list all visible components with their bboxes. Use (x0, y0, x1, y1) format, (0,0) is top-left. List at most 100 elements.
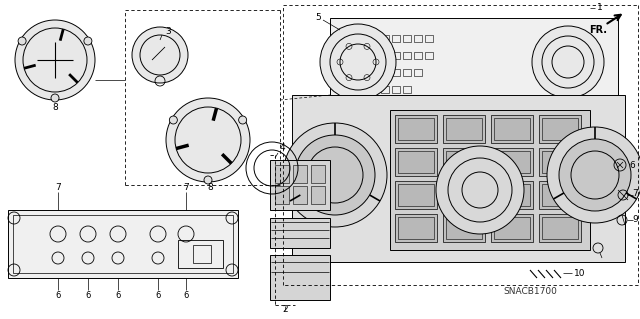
Circle shape (18, 37, 26, 45)
Bar (542, 118, 578, 140)
Bar (403, 69, 411, 76)
Polygon shape (270, 218, 330, 248)
Circle shape (239, 116, 246, 124)
Bar (275, 186, 289, 204)
Bar (446, 184, 482, 206)
Circle shape (170, 116, 177, 124)
Text: 4: 4 (279, 144, 285, 152)
Polygon shape (292, 95, 625, 262)
Bar (370, 52, 378, 59)
Text: 6: 6 (85, 292, 91, 300)
Circle shape (132, 27, 188, 83)
Bar (381, 35, 389, 42)
Polygon shape (330, 18, 618, 105)
Bar (539, 115, 581, 143)
Bar (446, 118, 482, 140)
Bar (275, 165, 289, 183)
Circle shape (51, 94, 59, 102)
Bar (539, 214, 581, 242)
Bar (293, 186, 307, 204)
Bar (494, 151, 530, 173)
Bar (446, 151, 482, 173)
Circle shape (436, 146, 524, 234)
Text: 6: 6 (183, 292, 189, 300)
Circle shape (320, 24, 396, 100)
Bar (311, 165, 325, 183)
Text: 7: 7 (183, 183, 189, 192)
Bar (395, 214, 437, 242)
Bar (392, 35, 400, 42)
Bar (403, 86, 411, 93)
Polygon shape (390, 110, 590, 250)
Text: 8: 8 (207, 183, 213, 192)
Text: 7: 7 (55, 183, 61, 192)
Circle shape (84, 37, 92, 45)
Bar (414, 52, 422, 59)
Circle shape (283, 123, 387, 227)
Bar (443, 148, 485, 176)
Circle shape (15, 20, 95, 100)
Text: 5: 5 (315, 13, 321, 23)
Bar (392, 86, 400, 93)
Bar (392, 52, 400, 59)
Circle shape (547, 127, 640, 223)
Bar (370, 86, 378, 93)
Bar (414, 69, 422, 76)
Bar (395, 148, 437, 176)
Bar (491, 181, 533, 209)
Bar (398, 217, 434, 239)
Text: 6: 6 (156, 292, 161, 300)
Bar (539, 148, 581, 176)
Bar (381, 69, 389, 76)
Text: FR.: FR. (589, 25, 607, 35)
Circle shape (204, 176, 212, 184)
Bar (395, 115, 437, 143)
Bar (542, 151, 578, 173)
Bar (539, 181, 581, 209)
Bar (293, 165, 307, 183)
Polygon shape (270, 160, 330, 210)
Bar (425, 35, 433, 42)
Bar (446, 217, 482, 239)
Bar (13, 215, 233, 273)
Bar (392, 69, 400, 76)
Bar (542, 184, 578, 206)
Bar (443, 214, 485, 242)
Bar (178, 240, 223, 268)
Bar (311, 186, 325, 204)
Text: SNACB1700: SNACB1700 (503, 287, 557, 296)
Bar (398, 184, 434, 206)
Polygon shape (270, 255, 330, 300)
Bar (193, 245, 211, 263)
Bar (8, 210, 238, 278)
Text: 6: 6 (55, 292, 61, 300)
Bar (491, 148, 533, 176)
Text: 6: 6 (629, 160, 635, 169)
Circle shape (166, 98, 250, 182)
Circle shape (559, 139, 631, 211)
Bar (494, 184, 530, 206)
Text: 1: 1 (597, 4, 603, 12)
Bar (443, 115, 485, 143)
Bar (370, 35, 378, 42)
Text: 9: 9 (632, 216, 638, 225)
Bar (398, 151, 434, 173)
Circle shape (295, 135, 375, 215)
Text: 2: 2 (282, 306, 288, 315)
Text: 7: 7 (632, 189, 638, 197)
Bar (494, 217, 530, 239)
Bar (370, 69, 378, 76)
Bar (395, 181, 437, 209)
Bar (443, 181, 485, 209)
Bar (414, 35, 422, 42)
Bar (491, 115, 533, 143)
Text: 3: 3 (165, 27, 171, 36)
Text: 10: 10 (574, 269, 586, 278)
Text: 6: 6 (115, 292, 121, 300)
Text: 8: 8 (52, 103, 58, 113)
Bar (542, 217, 578, 239)
Bar (403, 35, 411, 42)
Bar (381, 52, 389, 59)
Bar (381, 86, 389, 93)
Bar (398, 118, 434, 140)
